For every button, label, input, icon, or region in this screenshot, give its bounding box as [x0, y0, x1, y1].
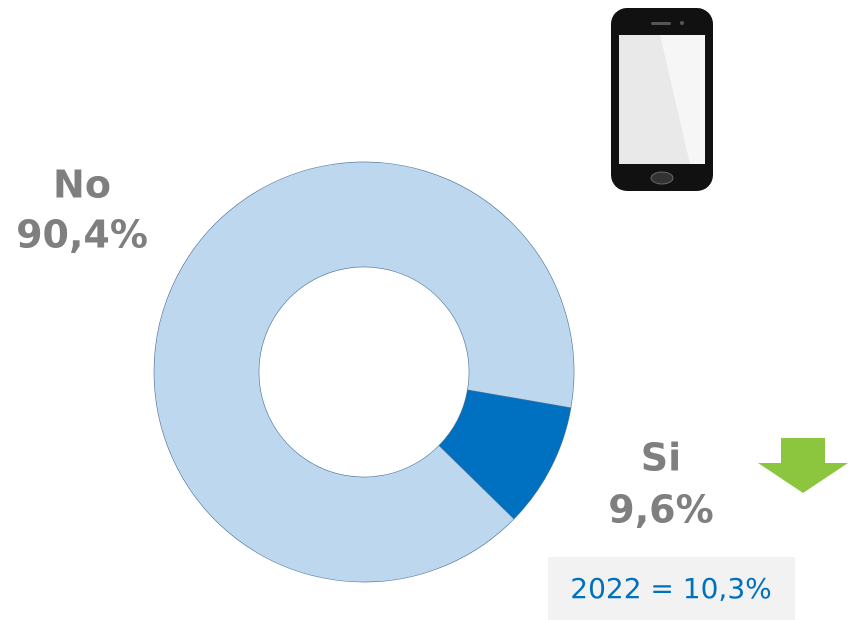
category-label: No — [53, 163, 111, 207]
value-label: 90,4% — [16, 213, 148, 257]
annotation: 2022 = 10,3% — [570, 572, 771, 605]
donut-slice — [153, 161, 575, 583]
phone-icon — [611, 8, 713, 191]
donut-slice — [438, 389, 572, 520]
category-label: Si — [641, 436, 681, 480]
annotation-box — [548, 557, 795, 620]
down-arrow — [758, 438, 848, 493]
value-label: 9,6% — [608, 488, 713, 532]
